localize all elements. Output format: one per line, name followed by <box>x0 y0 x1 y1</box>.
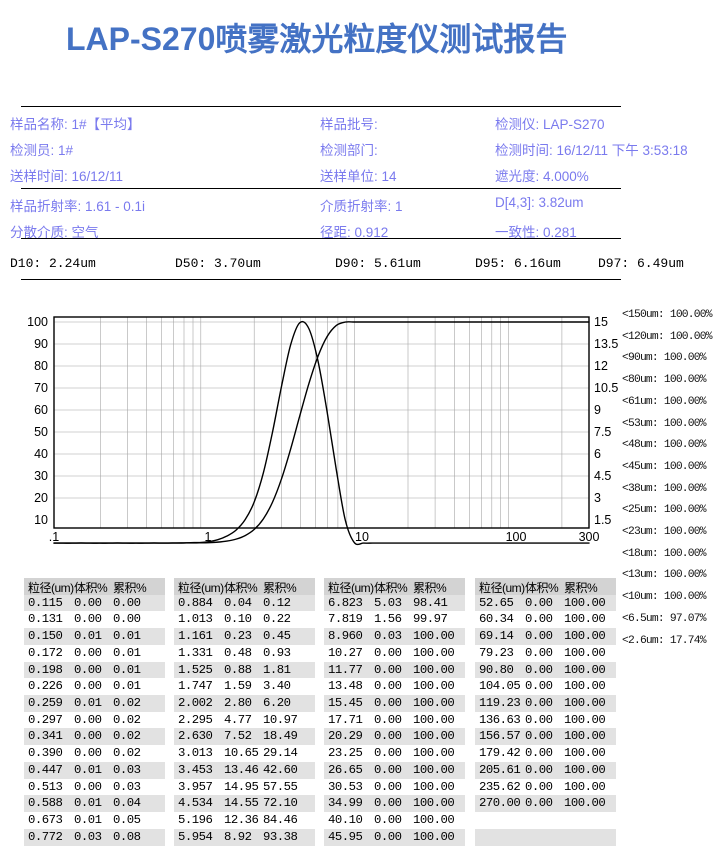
svg-text:50: 50 <box>34 425 48 439</box>
svg-text:40: 40 <box>34 447 48 461</box>
svg-text:3: 3 <box>594 491 601 505</box>
svg-text:1.5: 1.5 <box>594 513 611 527</box>
svg-text:80: 80 <box>34 359 48 373</box>
svg-text:13.5: 13.5 <box>594 337 618 351</box>
svg-text:9: 9 <box>594 403 601 417</box>
svg-text:10: 10 <box>355 530 369 544</box>
svg-text:10: 10 <box>34 513 48 527</box>
svg-text:12: 12 <box>594 359 608 373</box>
svg-text:90: 90 <box>34 337 48 351</box>
svg-text:100: 100 <box>27 315 48 329</box>
svg-text:10.5: 10.5 <box>594 381 618 395</box>
svg-text:100: 100 <box>506 530 527 544</box>
svg-text:6: 6 <box>594 447 601 461</box>
svg-text:.1: .1 <box>49 530 59 544</box>
svg-text:20: 20 <box>34 491 48 505</box>
svg-text:60: 60 <box>34 403 48 417</box>
svg-text:15: 15 <box>594 315 608 329</box>
svg-text:70: 70 <box>34 381 48 395</box>
svg-text:30: 30 <box>34 469 48 483</box>
svg-text:4.5: 4.5 <box>594 469 611 483</box>
svg-text:300: 300 <box>579 530 600 544</box>
svg-text:7.5: 7.5 <box>594 425 611 439</box>
